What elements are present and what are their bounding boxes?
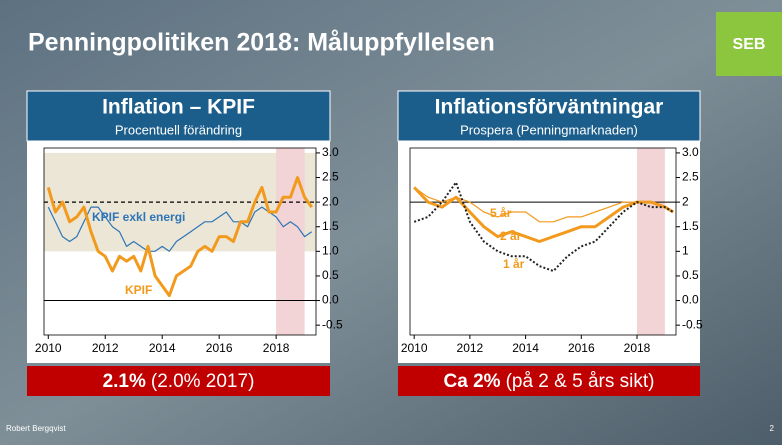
x-tick-label: 2018 [624,341,651,355]
y-tick-label: 2.5 [682,170,699,184]
x-tick-label: 2012 [457,341,484,355]
y-tick-label: 3.0 [322,145,339,159]
x-tick-label: 2010 [35,341,62,355]
series-label: KPIF [125,283,152,297]
y-tick-label: -0.5 [322,317,343,331]
series-label: KPIF exkl energi [92,210,185,224]
y-tick-label: 2.0 [322,194,339,208]
summary-bold: 2.1% [103,371,146,392]
y-tick-label: 2 [682,194,689,208]
summary: 2.1%(2.0% 2017) [103,371,255,392]
highlight [637,148,665,335]
slide: Penningpolitiken 2018: Måluppfyllelsen S… [0,0,782,445]
y-tick-label: 0.5 [322,268,339,282]
y-tick-label: 1.0 [322,244,339,258]
y-tick-label: 1.5 [322,219,339,233]
y-tick-label: 0.0 [682,293,699,307]
panel-title: Inflationsförväntningar [435,96,664,119]
x-tick-label: 2010 [401,341,428,355]
y-tick-label: 2.5 [322,170,339,184]
summary-rest: (på 2 & 5 års sikt) [506,371,655,392]
logo: SEB [733,36,766,53]
panel-subtitle: Procentuell förändring [115,122,242,137]
summary: Ca 2%(på 2 & 5 års sikt) [444,371,655,392]
y-tick-label: 3.0 [682,145,699,159]
panel-subtitle: Prospera (Penningmarknaden) [460,122,638,137]
slide-title: Penningpolitiken 2018: Måluppfyllelsen [28,29,495,57]
summary-bold: Ca 2% [444,371,501,392]
footer-page: 2 [770,424,775,433]
slide-canvas: Penningpolitiken 2018: Måluppfyllelsen S… [0,0,782,445]
y-tick-label: 0.0 [322,293,339,307]
panel-title: Inflation – KPIF [102,96,255,119]
summary-rest: (2.0% 2017) [151,371,255,392]
series-label: 1 år [503,257,525,271]
x-tick-label: 2012 [92,341,119,355]
series-label: 2 år [500,229,522,243]
x-tick-label: 2016 [206,341,233,355]
x-tick-label: 2014 [512,341,539,355]
series-label: 5 år [490,206,512,220]
y-tick-label: 1.5 [682,219,699,233]
x-tick-label: 2014 [149,341,176,355]
y-tick-label: -0.5 [682,317,703,331]
y-tick-label: 0.5 [682,268,699,282]
x-tick-label: 2018 [263,341,290,355]
footer-author: Robert Bergqvist [6,424,66,433]
y-tick-label: 1 [682,244,689,258]
highlight [276,148,304,335]
x-tick-label: 2016 [568,341,595,355]
